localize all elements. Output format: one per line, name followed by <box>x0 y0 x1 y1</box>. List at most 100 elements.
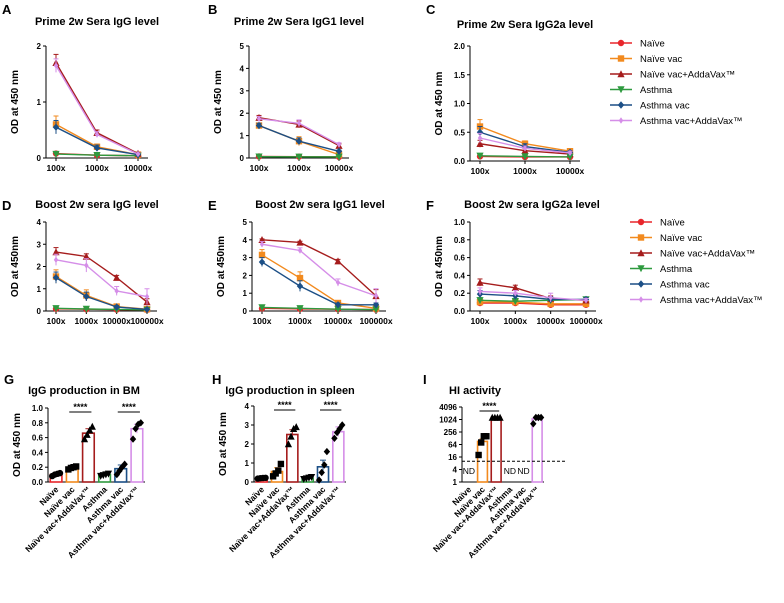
scatter-dot-I <box>478 439 485 446</box>
y-tick-label-I: 4096 <box>439 403 457 412</box>
legend-marker-mid <box>638 296 644 303</box>
data-point-B <box>255 153 263 161</box>
data-point-E <box>296 282 304 290</box>
series-line-D <box>55 275 148 310</box>
data-point-C <box>567 149 573 157</box>
panel-label-C: C <box>426 2 436 17</box>
scatter-dot-H <box>318 468 325 477</box>
chart-title-E: Boost 2w sera IgG1 level <box>255 199 385 211</box>
x-tick-label-A: 1000x <box>85 163 109 173</box>
y-tick-label-C: 2.0 <box>454 42 466 51</box>
series-line-D <box>55 251 148 303</box>
y-tick-label-G: 0.0 <box>32 478 44 487</box>
data-point-C <box>521 153 529 161</box>
y-tick-label-A: 2 <box>37 42 42 51</box>
y-tick-label-G: 0.4 <box>32 448 44 457</box>
x-tick-label-C: 1000x <box>513 166 537 176</box>
y-axis-label-F: OD at 450nm <box>434 236 445 297</box>
scatter-dot-G <box>113 470 121 479</box>
y-tick-label-F: 1.0 <box>454 218 466 227</box>
x-tick-label-B: 100x <box>250 163 269 173</box>
scatter-dot-I <box>475 451 482 459</box>
data-point-D <box>52 273 60 282</box>
bar-I <box>490 416 502 483</box>
data-point-C <box>476 152 484 160</box>
y-tick-label-I: 1 <box>453 478 458 487</box>
legend-marker-top <box>617 86 625 94</box>
scatter-dot-H <box>287 432 295 440</box>
significance-label-H: **** <box>278 400 293 410</box>
data-point-B <box>296 120 302 127</box>
x-tick-label-C: 100x <box>471 166 490 176</box>
data-point-E <box>372 301 380 309</box>
data-point-E <box>297 247 303 254</box>
data-point-C <box>522 145 528 152</box>
y-tick-label-A: 1 <box>37 98 42 107</box>
chart-title-G: IgG production in BM <box>28 385 140 397</box>
x-tick-label-C: 10000x <box>556 166 585 176</box>
scatter-dot-H <box>331 434 338 442</box>
y-tick-label-B: 1 <box>240 132 245 141</box>
data-point-C <box>476 128 484 136</box>
scatter-dot-G <box>72 463 80 470</box>
y-axis-label-G: OD at 450 nm <box>12 413 23 477</box>
x-tick-label-F: 100000x <box>569 316 602 326</box>
chart-title-I: HI activity <box>449 385 502 397</box>
data-point-B <box>295 153 303 161</box>
series-line-D <box>55 259 148 298</box>
y-tick-label-H: 0 <box>245 478 250 487</box>
data-point-D <box>52 248 60 256</box>
scatter-dot-H <box>339 421 346 429</box>
data-point-A <box>93 144 101 152</box>
y-tick-label-G: 0.8 <box>32 419 44 428</box>
data-point-D <box>53 256 59 264</box>
y-tick-label-C: 1.5 <box>454 71 466 80</box>
y-tick-label-H: 1 <box>245 459 250 468</box>
y-tick-label-H: 4 <box>245 402 250 411</box>
panel-label-H: H <box>212 372 221 387</box>
scatter-dot-G <box>132 425 139 433</box>
y-tick-label-B: 3 <box>240 87 245 96</box>
data-point-C <box>477 134 483 142</box>
scatter-dot-G <box>137 419 145 427</box>
data-point-F <box>511 298 519 306</box>
y-tick-label-I: 256 <box>444 428 458 437</box>
y-tick-label-I: 16 <box>448 453 457 462</box>
series-line-F <box>480 302 586 306</box>
legend-entry-mid: Asthma vac+AddaVax™ <box>660 295 763 306</box>
chart-title-B: Prime 2w Sera IgG1 level <box>234 16 364 28</box>
y-tick-label-B: 0 <box>240 154 245 163</box>
y-tick-label-H: 3 <box>245 421 250 430</box>
legend-marker-mid <box>637 218 645 226</box>
data-point-D <box>82 252 90 260</box>
x-tick-label-D: 1000x <box>75 316 99 326</box>
legend-marker-mid <box>637 265 645 273</box>
data-point-E <box>335 279 341 286</box>
y-axis-label-D: OD at 450nm <box>10 236 21 297</box>
data-point-E <box>296 274 304 282</box>
x-tick-label-F: 10000x <box>536 316 565 326</box>
significance-label-H: **** <box>324 400 339 410</box>
legend-entry-top: Naïve vac <box>640 54 682 65</box>
scatter-dot-G <box>121 460 128 468</box>
y-tick-label-I: 1024 <box>439 416 457 425</box>
legend-entry-mid: Asthma <box>660 264 693 275</box>
y-tick-label-H: 2 <box>245 440 250 449</box>
y-tick-label-D: 0 <box>37 307 42 316</box>
data-point-B <box>335 147 343 155</box>
y-tick-label-E: 0 <box>243 307 248 316</box>
data-point-B <box>256 115 262 122</box>
x-tick-label-D: 10000x <box>102 316 131 326</box>
data-point-E <box>334 257 342 265</box>
data-point-E <box>334 301 342 309</box>
data-point-F <box>476 278 484 286</box>
chart-title-C: Prime 2w Sera IgG2a level <box>457 19 593 31</box>
scatter-dot-G <box>56 469 64 477</box>
data-point-E <box>258 258 266 266</box>
y-tick-label-F: 0.2 <box>454 289 466 298</box>
series-line-E <box>261 239 377 297</box>
legend-entry-mid: Naïve vac+AddaVax™ <box>660 249 755 260</box>
series-line-F <box>479 290 587 302</box>
scatter-dot-G <box>88 422 96 430</box>
series-line-E <box>261 261 376 306</box>
